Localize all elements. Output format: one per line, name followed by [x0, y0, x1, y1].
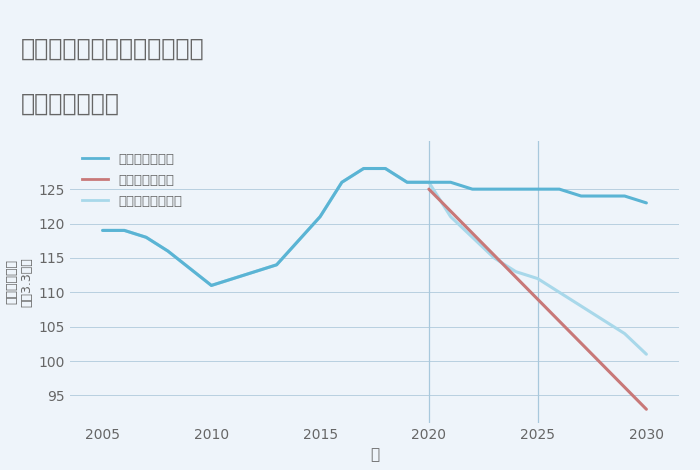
Text: 土地の価格推移: 土地の価格推移 — [21, 92, 120, 116]
Legend: グッドシナリオ, バッドシナリオ, ノーマルシナリオ: グッドシナリオ, バッドシナリオ, ノーマルシナリオ — [76, 148, 188, 213]
Y-axis label: 単価（万円）
平（3.3㎡）: 単価（万円） 平（3.3㎡） — [5, 257, 33, 307]
X-axis label: 年: 年 — [370, 447, 379, 462]
Text: 兵庫県西宮市甲子園七番町の: 兵庫県西宮市甲子園七番町の — [21, 37, 204, 61]
